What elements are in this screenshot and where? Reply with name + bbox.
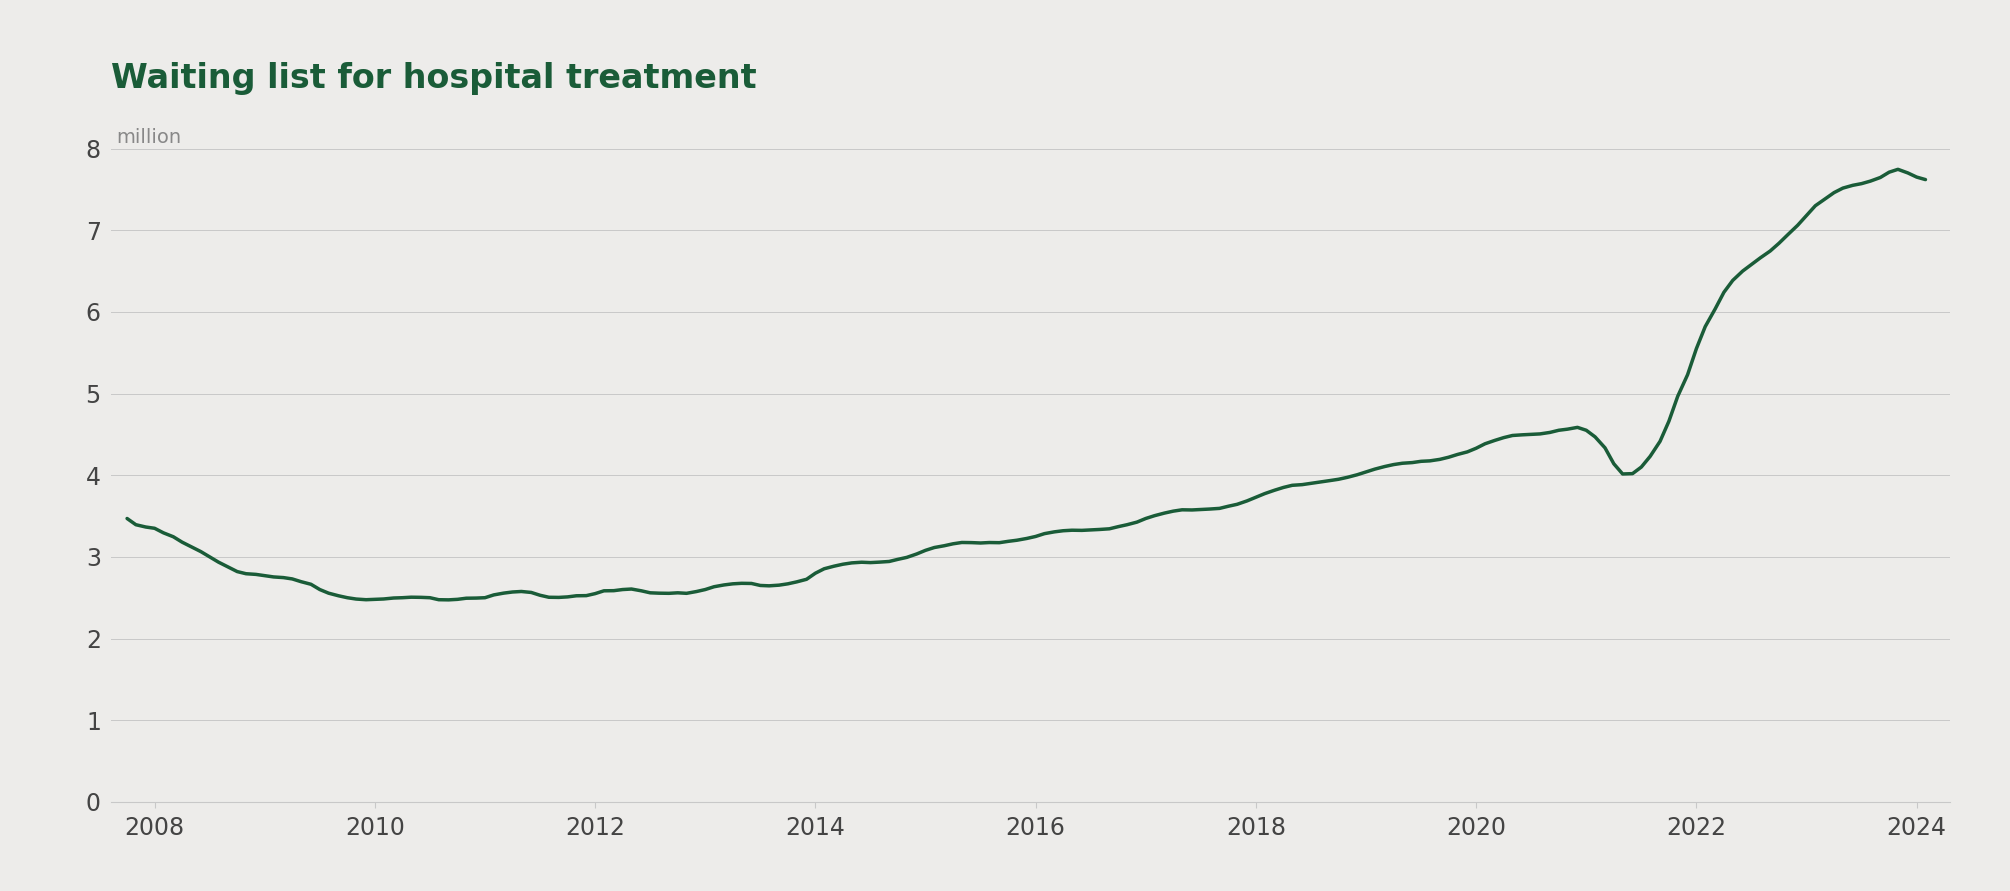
Text: Waiting list for hospital treatment: Waiting list for hospital treatment (111, 62, 756, 95)
Text: million: million (117, 128, 181, 147)
